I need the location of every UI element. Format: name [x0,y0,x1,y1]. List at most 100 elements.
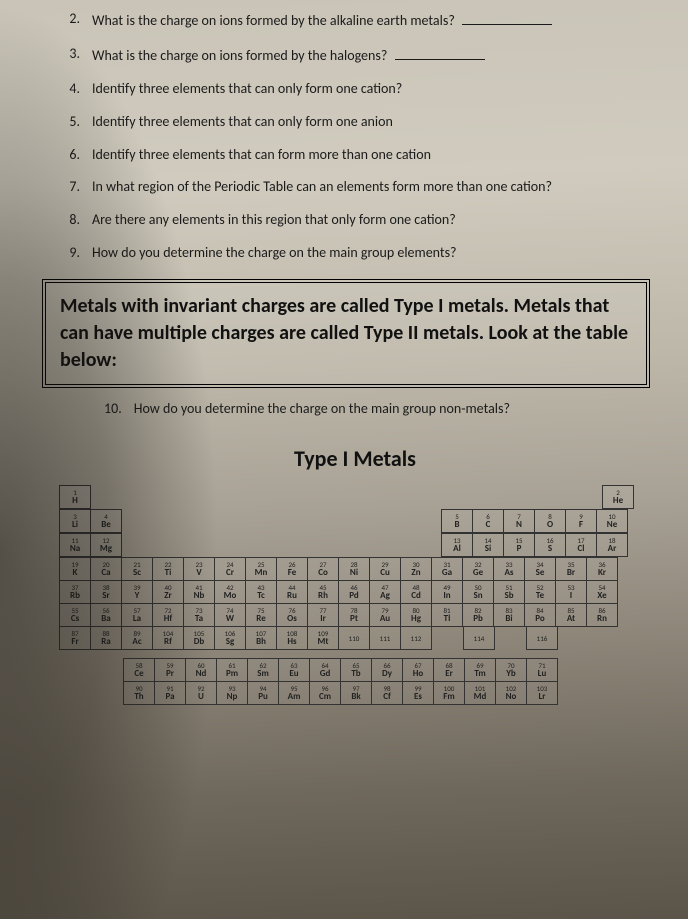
element-symbol: Ce [134,669,143,678]
question-list: 2.What is the charge on ions formed by t… [60,10,650,263]
element-symbol: Si [485,544,491,553]
element-cell: 12Mg [90,533,122,557]
element-cell: 104Rf [152,626,184,650]
element-cell: 106Sg [214,626,246,650]
element-symbol: Lr [538,692,545,701]
table-row: 3Li4Be5B6C7N8O9F10Ne [60,510,650,534]
element-cell: 15P [503,533,535,557]
question-item: 5. Identify three elements that can only … [60,113,650,132]
table-gap [432,627,464,651]
element-symbol: Ca [101,568,110,577]
element-cell: 54Xe [586,580,618,604]
element-cell: 83Bi [493,603,525,627]
element-symbol: N [516,520,522,529]
table-row: 11Na12Mg13Al14Si15P16S17Cl18Ar [60,534,650,558]
element-cell: 37Rb [59,580,91,604]
element-cell: 45Rh [307,580,339,604]
element-cell: 17Cl [565,533,597,557]
element-symbol: Ir [320,614,326,623]
element-cell: 84Po [524,603,556,627]
element-symbol: Lu [538,669,547,678]
element-symbol: He [613,496,623,505]
element-symbol: H [72,496,78,505]
element-symbol: Nb [194,591,205,600]
atomic-number: 110 [349,635,360,642]
element-cell: 78Pt [338,603,370,627]
element-symbol: S [548,544,552,553]
element-cell: 97Bk [340,681,372,705]
element-symbol: Eu [289,669,298,678]
element-cell: 56Ba [90,603,122,627]
element-symbol: Tl [444,614,451,623]
element-symbol: Fm [443,692,454,701]
element-symbol: Ho [413,669,424,678]
element-symbol: Os [287,614,297,623]
element-cell: 20Ca [90,557,122,581]
element-cell: 46Pd [338,580,370,604]
element-cell: 57La [121,603,153,627]
element-cell: 81Tl [431,603,463,627]
table-gap [122,510,442,534]
element-cell: 95Am [278,681,310,705]
question-item: 6.Identify three elements that can form … [60,146,650,165]
element-symbol: Pb [473,614,483,623]
element-cell: 68Er [433,658,465,682]
element-symbol: As [504,568,513,577]
question-text: Identify three elements that can only fo… [92,113,393,132]
element-cell: 73Ta [183,603,215,627]
element-cell: 90Th [123,681,155,705]
element-symbol: Ga [442,568,452,577]
question-number: 5. [60,113,80,132]
table-gap [558,627,622,651]
element-symbol: Fr [71,637,78,646]
element-symbol: Nd [196,669,207,678]
element-cell: 70Yb [495,658,527,682]
element-symbol: Rb [70,591,80,600]
question-item: 7.In what region of the Periodic Table c… [60,178,650,197]
element-cell: 99Es [402,681,434,705]
element-symbol: Cl [578,544,585,553]
element-symbol: Mt [318,637,329,646]
element-cell: 9F [565,509,597,533]
element-symbol: Mg [100,544,112,553]
element-cell: 80Hg [400,603,432,627]
element-cell: 52Te [524,580,556,604]
element-cell: 101Md [464,681,496,705]
element-symbol: Dy [382,669,392,678]
table-row: 58Ce59Pr60Nd61Pm62Sm63Eu64Gd65Tb66Dy67Ho… [124,659,650,682]
question-number: 4. [60,80,80,99]
element-symbol: Po [535,614,544,623]
highlight-text: Metals with invariant charges are called… [60,293,632,374]
element-symbol: Hs [287,637,296,646]
element-symbol: Al [453,544,461,553]
element-symbol: Ac [132,637,141,646]
question-item: 2.What is the charge on ions formed by t… [60,10,650,31]
question-number: 9. [60,244,80,263]
element-cell: 25Mn [245,557,277,581]
element-symbol: Sg [226,637,235,646]
element-cell: 102No [495,681,527,705]
question-item: 8.Are there any elements in this region … [60,211,650,230]
element-symbol: Sr [102,591,109,600]
element-cell: 41Nb [183,580,215,604]
table-row: 55Cs56Ba57La72Hf73Ta74W75Re76Os77Ir78Pt7… [60,604,650,627]
element-symbol: Pt [350,614,358,623]
answer-blank [462,10,552,25]
element-cell: 28Ni [338,557,370,581]
element-cell: 53I [555,580,587,604]
element-cell: 62Sm [247,658,279,682]
element-cell: 38Sr [90,580,122,604]
element-cell: 35Br [555,557,587,581]
element-symbol: Rh [318,591,328,600]
table-gap [122,534,442,558]
element-cell: 10Ne [596,509,628,533]
question-text: In what region of the Periodic Table can… [92,178,552,197]
question-number: 8. [60,211,80,230]
element-cell: 47Ag [369,580,401,604]
element-cell: 14Si [472,533,504,557]
element-symbol: Zr [164,591,172,600]
lanthanide-actinide-block: 58Ce59Pr60Nd61Pm62Sm63Eu64Gd65Tb66Dy67Ho… [124,659,650,705]
element-symbol: Li [72,520,78,529]
element-symbol: Re [256,614,265,623]
atomic-number: 112 [411,635,422,642]
